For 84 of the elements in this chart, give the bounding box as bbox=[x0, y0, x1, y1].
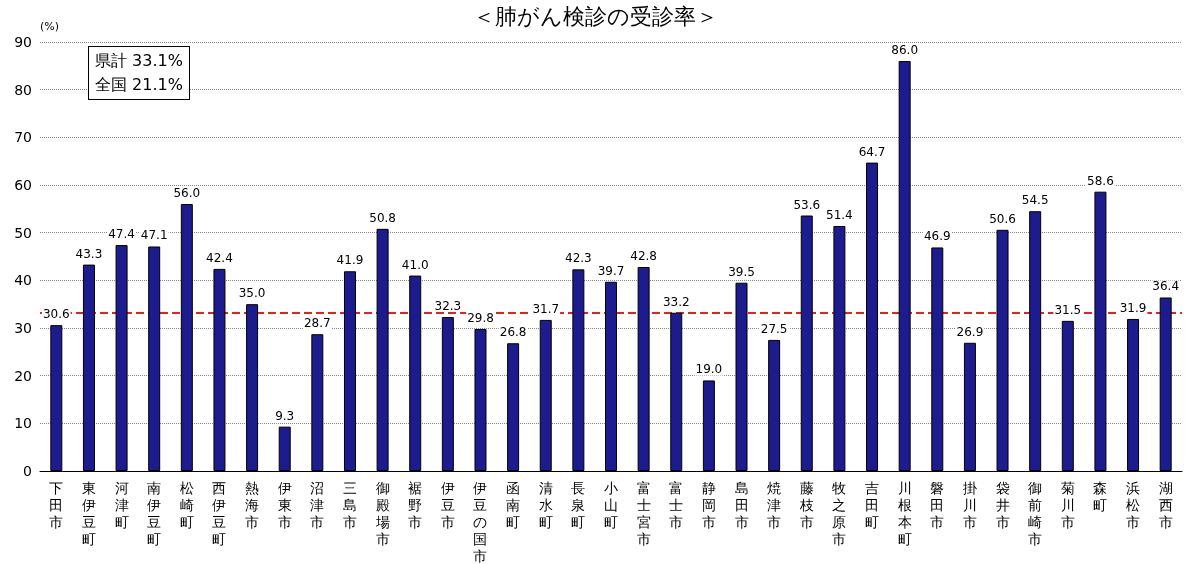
data-label: 64.7 bbox=[858, 144, 886, 159]
data-label: 36.4 bbox=[1152, 279, 1180, 294]
data-label: 28.7 bbox=[303, 316, 331, 331]
x-tick-label: 小山町 bbox=[604, 479, 618, 530]
y-tick-label: 90 bbox=[14, 34, 32, 50]
data-label: 42.8 bbox=[630, 248, 657, 263]
y-axis-title: (%) bbox=[40, 20, 60, 33]
data-label: 39.5 bbox=[728, 264, 755, 279]
data-label: 27.5 bbox=[760, 321, 788, 336]
x-tick-label: 御殿場市 bbox=[374, 479, 390, 547]
data-label: 86.0 bbox=[891, 43, 919, 58]
data-label: 35.0 bbox=[238, 286, 266, 301]
data-label: 51.4 bbox=[826, 207, 853, 222]
y-tick-label: 30 bbox=[14, 320, 32, 336]
data-label: 56.0 bbox=[173, 186, 201, 201]
x-tick-label: 三島市 bbox=[342, 479, 357, 530]
x-tick-label: 森町 bbox=[1093, 479, 1108, 513]
chart-title: ＜肺がん検診の受診率＞ bbox=[472, 3, 718, 29]
y-tick-label: 60 bbox=[14, 177, 32, 193]
x-tick-label: 伊東市 bbox=[277, 479, 292, 530]
data-label: 33.2 bbox=[662, 294, 690, 309]
x-tick-label: 南伊豆町 bbox=[147, 479, 162, 547]
x-tick-label: 吉田町 bbox=[865, 479, 880, 530]
x-tick-label: 袋井市 bbox=[995, 479, 1010, 530]
x-tick-label: 磐田市 bbox=[930, 479, 945, 530]
y-tick-label: 80 bbox=[14, 81, 32, 98]
x-tick-label: 函南町 bbox=[506, 479, 521, 530]
data-label: 50.8 bbox=[369, 210, 396, 225]
x-tick-label: 熱海市 bbox=[245, 479, 260, 530]
x-tick-label: 西伊豆町 bbox=[212, 479, 227, 547]
x-tick-label: 牧之原市 bbox=[832, 479, 847, 547]
data-label: 53.6 bbox=[793, 197, 821, 212]
x-tick-label: 川根本町 bbox=[897, 479, 912, 547]
x-tick-label: 富士宮市 bbox=[636, 479, 651, 547]
data-label: 47.1 bbox=[140, 228, 168, 243]
x-tick-label: 伊豆の国市 bbox=[473, 479, 488, 564]
data-label: 42.3 bbox=[565, 251, 592, 266]
x-tick-label: 菊川市 bbox=[1060, 479, 1075, 530]
data-label: 32.3 bbox=[434, 299, 462, 314]
data-label: 29.8 bbox=[467, 310, 494, 325]
data-label: 43.3 bbox=[75, 246, 103, 261]
x-tick-label: 藤枝市 bbox=[798, 479, 814, 530]
x-tick-label: 河津町 bbox=[114, 479, 129, 530]
data-label: 41.0 bbox=[401, 257, 429, 272]
data-label: 31.9 bbox=[1119, 300, 1147, 315]
x-tick-label: 伊豆市 bbox=[440, 479, 455, 530]
x-tick-label: 下田市 bbox=[49, 479, 64, 530]
x-tick-label: 東伊豆町 bbox=[81, 479, 96, 547]
data-label: 26.8 bbox=[499, 325, 527, 340]
data-label: 30.6 bbox=[42, 307, 70, 322]
data-label: 31.7 bbox=[532, 301, 560, 316]
data-label: 42.4 bbox=[206, 250, 233, 265]
x-tick-label: 長泉町 bbox=[571, 479, 586, 530]
annotation: 全国 21.1% bbox=[95, 74, 183, 96]
x-tick-label: 裾野市 bbox=[408, 479, 423, 530]
y-tick-label: 40 bbox=[14, 272, 32, 289]
data-label: 54.5 bbox=[1021, 193, 1049, 208]
x-tick-label: 松崎町 bbox=[179, 479, 194, 530]
annotation: 県計 33.1% bbox=[95, 50, 183, 72]
y-tick-label: 20 bbox=[14, 367, 32, 384]
data-label: 26.9 bbox=[956, 324, 984, 339]
data-label: 9.3 bbox=[275, 408, 295, 423]
x-tick-label: 沼津市 bbox=[310, 479, 325, 530]
data-label: 50.6 bbox=[989, 211, 1016, 226]
x-tick-label: 浜松市 bbox=[1126, 479, 1141, 530]
data-label: 47.4 bbox=[108, 227, 135, 242]
data-label: 31.5 bbox=[1054, 302, 1082, 317]
y-tick-label: 0 bbox=[23, 463, 32, 479]
y-tick-label: 50 bbox=[14, 224, 32, 241]
data-label: 58.6 bbox=[1087, 173, 1114, 188]
x-tick-label: 静岡市 bbox=[701, 479, 716, 530]
x-tick-label: 焼津市 bbox=[767, 479, 782, 530]
y-tick-label: 70 bbox=[14, 129, 32, 146]
x-tick-label: 湖西市 bbox=[1158, 479, 1173, 530]
x-tick-label: 島田市 bbox=[734, 479, 749, 530]
data-label: 41.9 bbox=[336, 253, 364, 268]
x-tick-label: 御前崎市 bbox=[1028, 479, 1043, 547]
data-label: 39.7 bbox=[597, 263, 625, 278]
data-label: 19.0 bbox=[695, 362, 723, 377]
x-tick-label: 清水町 bbox=[538, 479, 553, 530]
x-tick-label: 富士市 bbox=[669, 479, 684, 530]
data-label: 46.9 bbox=[923, 229, 951, 244]
x-tick-label: 掛川市 bbox=[962, 479, 977, 530]
y-tick-label: 10 bbox=[14, 415, 32, 432]
